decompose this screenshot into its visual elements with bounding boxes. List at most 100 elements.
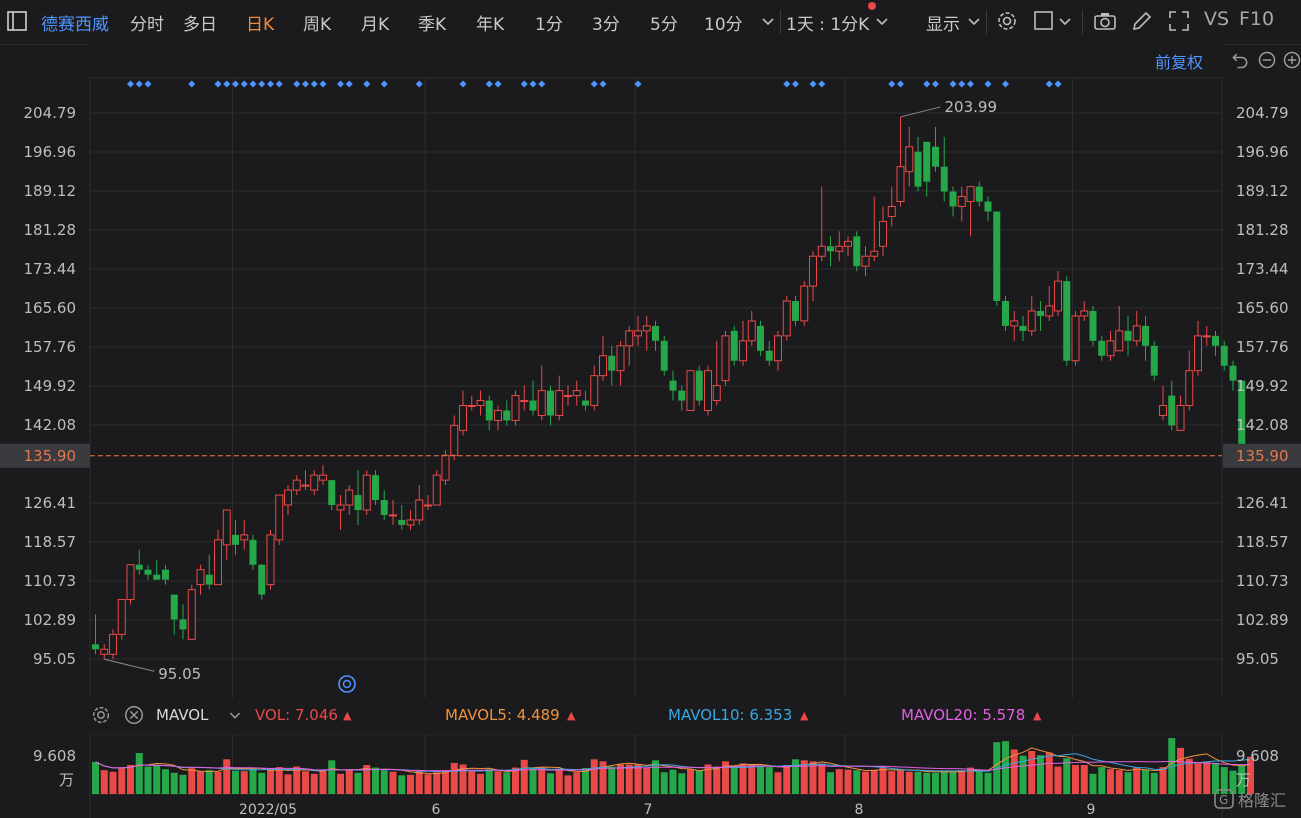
tab-2[interactable]: 日K	[246, 15, 275, 35]
event-marker-diamond	[267, 80, 274, 88]
event-marker-diamond	[214, 80, 222, 88]
event-marker-diamond	[888, 80, 896, 88]
candlestick-chart[interactable]: 204.79 196.96 189.12 181.28 173.44 165.60 157.…	[0, 44, 1301, 698]
tab-9[interactable]: 5分	[650, 15, 678, 35]
event-marker-diamond	[310, 80, 318, 88]
current-price-badge-left	[0, 443, 90, 468]
event-marker-diamond	[1054, 80, 1062, 88]
volume-bar	[1045, 752, 1053, 794]
y-tick-left: 189.12	[24, 182, 77, 200]
gear-icon[interactable]	[995, 9, 1019, 33]
candle-body-up	[196, 569, 205, 586]
volume-bar	[240, 771, 248, 794]
candle-body-up	[879, 220, 887, 247]
volume-bar	[792, 759, 799, 794]
volume-bar	[669, 769, 677, 794]
undo-icon[interactable]	[1230, 50, 1250, 70]
volume-y-tick-right: 9.608	[1236, 747, 1279, 765]
x-date-label: 6	[432, 802, 441, 818]
restore-rights-button[interactable]: 前复权	[1155, 53, 1204, 72]
tab-7[interactable]: 1分	[535, 15, 563, 35]
tab-8[interactable]: 3分	[592, 15, 620, 35]
volume-bar	[1203, 761, 1211, 794]
volume-bar	[1194, 763, 1202, 794]
camera-icon[interactable]	[1093, 9, 1117, 33]
event-marker-diamond	[1002, 80, 1009, 88]
tab-6[interactable]: 年K	[476, 15, 505, 35]
candle-body-down	[232, 534, 239, 545]
close-indicator-icon[interactable]	[123, 704, 145, 726]
volume-bar	[853, 770, 861, 794]
candles	[92, 116, 1246, 660]
candle-body-up	[712, 385, 721, 402]
mavol20-up-arrow-icon: ▲	[1033, 709, 1042, 722]
more-periods-chevron-icon[interactable]	[756, 9, 780, 33]
display-select[interactable]: 显示	[926, 15, 960, 35]
indicator-select[interactable]: MAVOL	[156, 706, 209, 724]
checkbox-icon[interactable]	[1032, 9, 1056, 33]
vs-button[interactable]: VS	[1204, 8, 1230, 30]
volume-bar	[730, 766, 738, 794]
tab-10[interactable]: 10分	[704, 15, 743, 35]
y-tick-left: 165.60	[24, 299, 77, 317]
indicator-settings-gear-icon[interactable]	[90, 704, 112, 726]
tab-0[interactable]: 分时	[130, 15, 164, 35]
candle-body-up	[686, 370, 695, 411]
checkbox-chevron-icon[interactable]	[1053, 9, 1077, 33]
sidebar-toggle-icon[interactable]	[6, 9, 30, 33]
candle-body-down	[660, 340, 668, 371]
y-tick-right: 102.89	[1236, 611, 1289, 629]
candle-body-down	[652, 325, 659, 341]
volume-bar	[660, 772, 668, 794]
event-marker-diamond	[634, 80, 642, 88]
candle-body-up	[844, 240, 852, 247]
volume-bar	[634, 763, 642, 794]
volume-bar	[1115, 770, 1123, 794]
tab-4[interactable]: 月K	[361, 15, 390, 35]
candle-body-down	[765, 350, 773, 361]
event-marker-diamond	[485, 80, 493, 88]
indicator-chevron-icon[interactable]	[224, 704, 246, 726]
stock-name[interactable]: 德赛西威	[41, 15, 109, 35]
tab-3[interactable]: 周K	[303, 15, 332, 35]
volume-bar	[118, 767, 126, 794]
volume-bar	[424, 774, 432, 794]
event-marker-diamond	[302, 80, 309, 88]
f10-button[interactable]: F10	[1239, 8, 1275, 30]
y-tick-right: 126.41	[1236, 494, 1289, 512]
tab-1[interactable]: 多日	[183, 15, 217, 35]
volume-chart[interactable]: 9.608 万 9.608 万 2022/05 6 7 8 9	[0, 734, 1301, 818]
candle-body-up	[467, 405, 476, 408]
candle-body-up	[415, 499, 424, 521]
volume-bar	[205, 770, 213, 794]
zoom-out-icon[interactable]	[1257, 50, 1277, 70]
volume-bar	[459, 764, 467, 794]
volume-bar	[328, 760, 336, 794]
volume-bar	[888, 771, 896, 794]
display-chevron-icon[interactable]	[962, 9, 986, 33]
candle-body-down	[1089, 310, 1097, 341]
volume-bar	[1229, 770, 1237, 794]
zoom-in-icon[interactable]	[1282, 50, 1301, 70]
fullscreen-icon[interactable]	[1167, 9, 1191, 33]
mavol5-up-arrow-icon: ▲	[567, 709, 576, 722]
x-date-label: 2022/05	[239, 802, 297, 818]
volume-bar	[450, 762, 458, 794]
volume-bar	[765, 767, 773, 794]
y-tick-left: 157.76	[24, 338, 77, 356]
candle-body-up	[616, 345, 625, 372]
volume-bar	[363, 765, 371, 794]
tab-5[interactable]: 季K	[418, 15, 447, 35]
volume-bar	[293, 766, 301, 794]
pencil-icon[interactable]	[1130, 9, 1154, 33]
candle-body-up	[642, 325, 651, 332]
y-tick-left: 196.96	[24, 143, 77, 161]
candle-body-down	[328, 480, 336, 506]
y-tick-right: 110.73	[1236, 572, 1289, 590]
period-select-chevron-icon[interactable]	[870, 9, 894, 33]
volume-bar	[512, 767, 519, 794]
period-select[interactable]: 1天 : 1分K	[786, 15, 870, 35]
candle-body-down	[949, 191, 957, 207]
volume-bar	[1168, 738, 1176, 794]
current-price-label-left: 135.90	[24, 447, 77, 465]
